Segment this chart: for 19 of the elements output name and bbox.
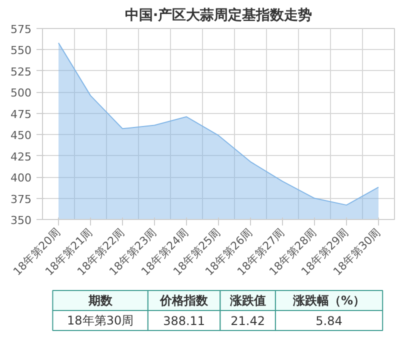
y-tick-label: 450 [10,129,32,142]
y-tick-label: 425 [10,150,32,164]
text: 18年第30周 [67,314,134,328]
y-tick-label: 525 [10,65,32,78]
text: 5.84 [316,314,342,328]
y-tick-label: 400 [10,172,32,185]
y-tick-label: 575 [10,23,32,36]
text: 期数 [87,294,114,308]
y-tick-label: 375 [10,192,32,206]
chart-title: 中国·产区大蒜周定基指数走势 [124,6,312,24]
text: 388.11 [163,314,206,328]
y-tick-label: 550 [10,44,32,58]
y-tick-label: 475 [10,108,32,121]
text: 涨跌幅（%） [292,294,366,308]
y-tick-label: 500 [10,86,32,100]
text: 涨跌值 [228,294,266,308]
y-tick-label: 350 [10,214,32,227]
text: 价格指数 [159,294,210,308]
text: 21.42 [230,314,266,328]
